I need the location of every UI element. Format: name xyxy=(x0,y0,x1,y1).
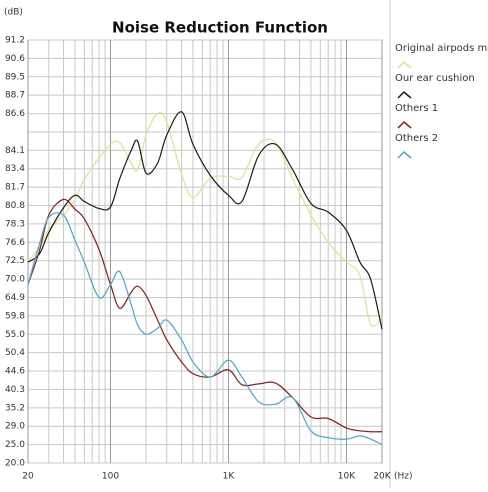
y-tick-label: 40.3 xyxy=(5,385,25,395)
x-tick-label: 20 xyxy=(22,472,34,482)
series-line xyxy=(27,212,383,446)
series-line xyxy=(27,198,383,433)
y-tick-label: 59.8 xyxy=(5,311,25,321)
y-tick-label: 89.5 xyxy=(5,72,25,82)
x-tick-label: 10K xyxy=(338,472,356,482)
series-line xyxy=(27,111,383,328)
y-tick-label: 29.0 xyxy=(5,422,25,432)
y-tick-label: 44.6 xyxy=(5,367,25,377)
chart-title: Noise Reduction Function xyxy=(112,19,328,37)
y-tick-label: 64.9 xyxy=(5,293,25,303)
legend-swatch xyxy=(397,120,412,129)
y-tick-label: 50.4 xyxy=(5,348,25,358)
y-tick-label: 80.8 xyxy=(5,201,25,211)
x-tick-label: 20K xyxy=(373,472,391,482)
y-tick-label: 91.2 xyxy=(5,36,25,46)
legend-label: Original airpods max xyxy=(395,43,488,54)
y-tick-label: 86.6 xyxy=(5,109,25,119)
y-tick-label: 72.5 xyxy=(5,256,25,266)
x-tick-label: 100 xyxy=(102,472,119,482)
y-tick-label: 25.0 xyxy=(5,440,25,450)
legend-swatch xyxy=(397,90,412,99)
y-tick-label: 84.1 xyxy=(5,146,25,156)
x-tick-label: 1K xyxy=(223,472,236,482)
y-tick-label: 90.6 xyxy=(5,54,25,64)
x-axis-label: (Hz) xyxy=(394,472,413,482)
y-tick-label: 20.0 xyxy=(5,459,25,469)
legend-swatch xyxy=(397,150,412,159)
y-tick-label: 88.7 xyxy=(5,91,25,101)
legend-label: Others 1 xyxy=(395,103,438,114)
y-tick-label: 35.2 xyxy=(5,403,25,413)
y-tick-label: 76.6 xyxy=(5,238,25,248)
legend-label: Our ear cushion xyxy=(395,73,475,84)
series-line xyxy=(27,111,383,330)
y-axis-label: (dB) xyxy=(4,8,23,18)
y-tick-label: 81.7 xyxy=(5,183,25,193)
y-tick-label: 55.0 xyxy=(5,330,25,340)
y-tick-label: 83.4 xyxy=(5,164,25,174)
y-tick-label: 70.0 xyxy=(5,275,25,285)
legend-swatch xyxy=(397,60,412,69)
y-tick-label: 78.3 xyxy=(5,219,25,229)
legend-label: Others 2 xyxy=(395,133,438,144)
